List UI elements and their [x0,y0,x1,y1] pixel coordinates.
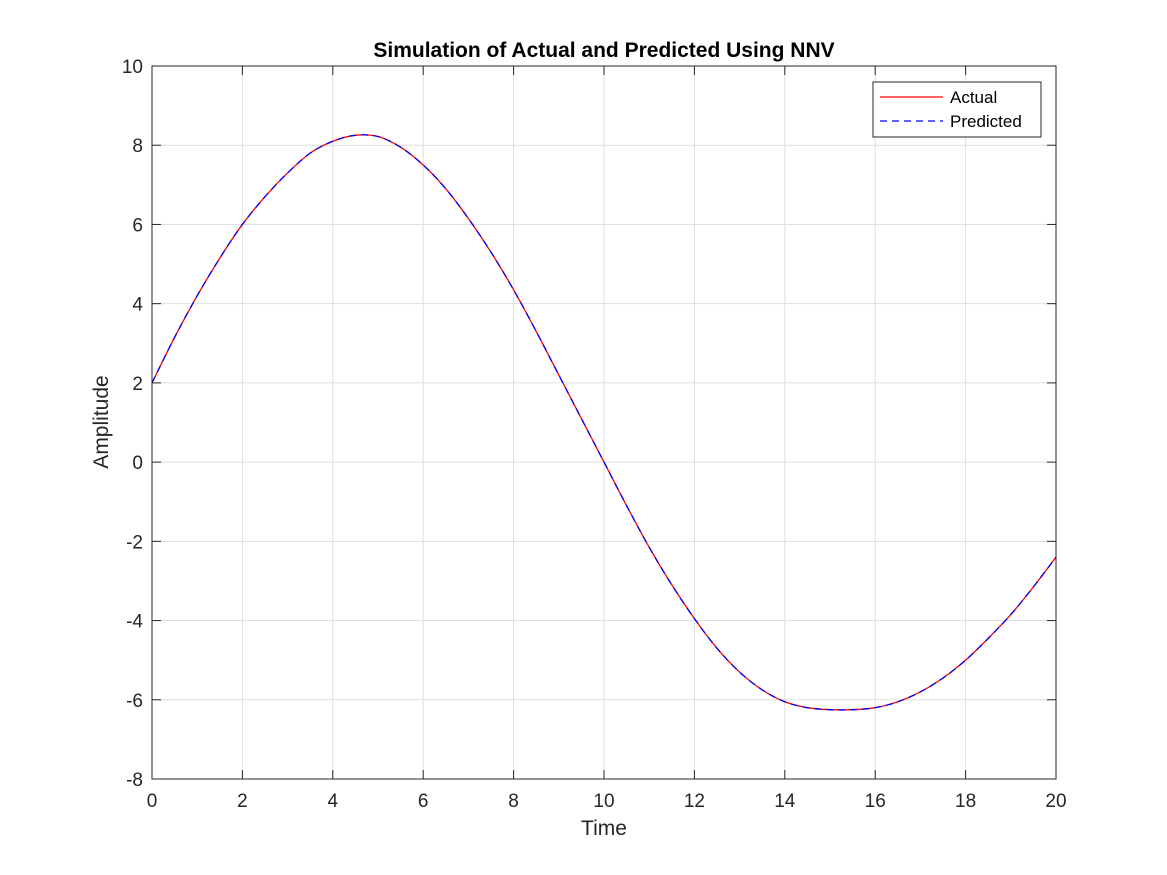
y-tick-label: 8 [132,136,143,157]
x-tick-label: 10 [593,791,614,812]
x-axis-tick-labels: 0 2 4 6 8 10 12 14 16 18 20 [147,791,1067,812]
y-axis-label: Amplitude [90,375,113,468]
y-tick-label: -2 [126,532,143,553]
x-tick-label: 16 [865,791,886,812]
x-tick-label: 12 [684,791,705,812]
x-axis-label: Time [581,817,627,840]
axis-ticks [151,65,1057,780]
y-tick-label: 4 [132,295,143,316]
x-tick-label: 14 [774,791,796,812]
legend-label-predicted: Predicted [950,112,1022,131]
y-tick-label: -8 [126,770,143,791]
x-tick-label: 8 [508,791,519,812]
legend-label-actual: Actual [950,88,997,107]
y-tick-label: 6 [132,215,143,236]
y-tick-label: -4 [126,612,143,633]
x-tick-label: 4 [328,791,339,812]
series-line-predicted [151,134,1057,711]
x-tick-label: 2 [237,791,248,812]
x-tick-label: 6 [418,791,429,812]
y-tick-label: 0 [132,453,143,474]
x-tick-label: 18 [955,791,976,812]
y-tick-label: -6 [126,691,143,712]
legend-box [872,81,1042,138]
x-tick-label: 20 [1045,791,1066,812]
y-tick-label: 2 [132,374,143,395]
x-tick-label: 0 [147,791,158,812]
chart-title: Simulation of Actual and Predicted Using… [373,39,834,62]
y-axis-tick-labels: -8 -6 -4 -2 0 2 4 6 8 10 [122,57,144,791]
y-tick-label: 10 [122,57,143,78]
series-layer [151,134,1057,711]
legend: Actual Predicted [872,81,1042,138]
